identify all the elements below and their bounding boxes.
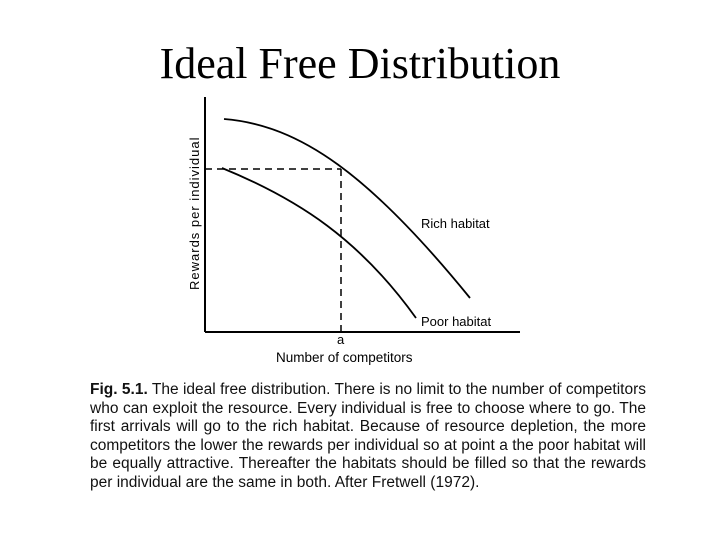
- point-a-label: a: [337, 332, 345, 347]
- y-axis-label: Rewards per individual: [187, 136, 202, 290]
- poor-habitat-label: Poor habitat: [421, 314, 491, 329]
- x-axis-label: Number of competitors: [276, 350, 413, 365]
- rich-habitat-label: Rich habitat: [421, 216, 490, 231]
- poor-habitat-curve: [221, 167, 417, 319]
- figure-caption-text: The ideal free distribution. There is no…: [90, 381, 646, 491]
- slide-title: Ideal Free Distribution: [159, 39, 561, 88]
- rich-habitat-curve: [223, 118, 471, 299]
- figure-caption-label: Fig. 5.1.: [90, 381, 148, 398]
- figure-caption: Fig. 5.1. The ideal free distribution. T…: [90, 381, 646, 493]
